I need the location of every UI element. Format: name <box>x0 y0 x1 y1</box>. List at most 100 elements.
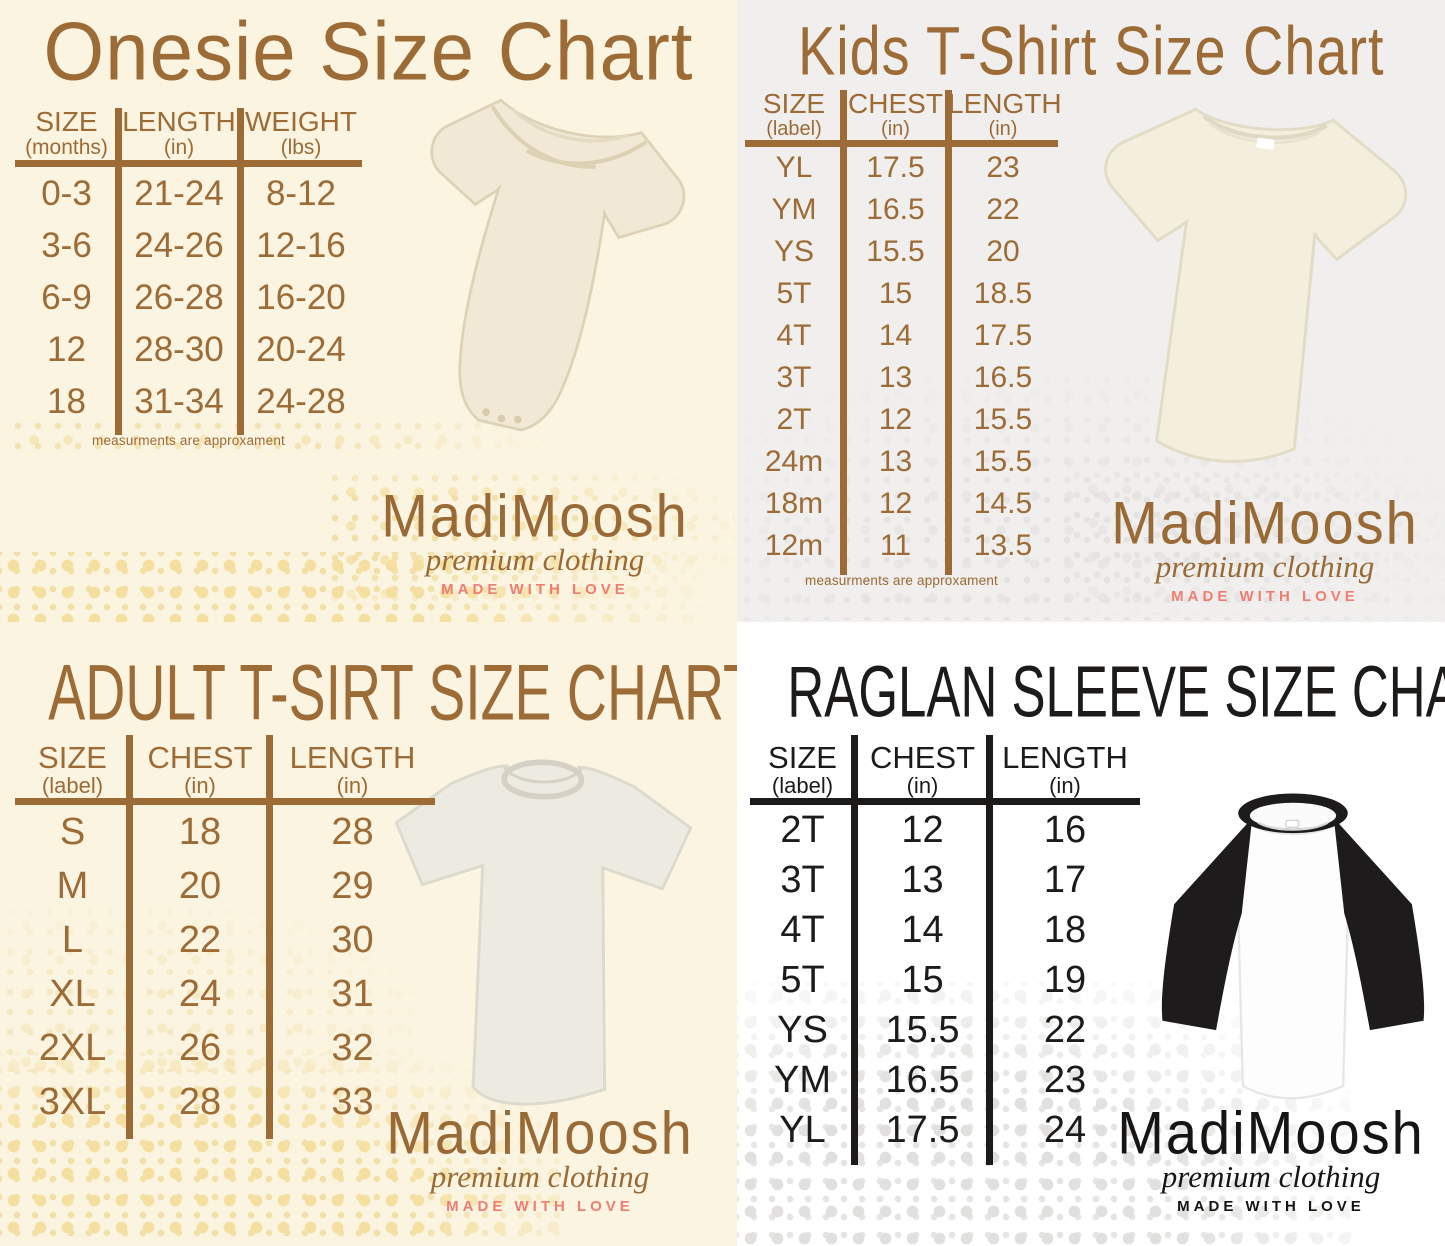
table-row: 3-6 24-26 12-16 <box>15 219 362 271</box>
table-cell: 21-24 <box>134 173 224 213</box>
table-cell: 31-34 <box>134 381 224 421</box>
table-row: YS 15.5 20 <box>745 231 1058 273</box>
table-header-cell: WEIGHT (lbs) <box>245 106 357 160</box>
brand-tagline: premium clothing <box>425 542 645 577</box>
onesie-chart-title: Onesie Size Chart <box>43 4 694 98</box>
table-cell: 14 <box>878 319 913 352</box>
table-cell: 12m <box>764 529 824 562</box>
table-cell: 15.5 <box>866 235 925 268</box>
table-cell: 3T <box>776 361 812 394</box>
table-cell: 3-6 <box>41 225 92 265</box>
table-cell: 5T <box>776 277 812 310</box>
table-cell: 28 <box>178 1081 222 1123</box>
brand-motto: MADE WITH LOVE <box>441 581 629 598</box>
table-cell: 3XL <box>38 1081 107 1123</box>
table-divider <box>840 90 847 575</box>
table-cell: 2T <box>780 809 825 851</box>
table-cell: 15.5 <box>973 403 1033 436</box>
brand-logo: MadiMoosh premium clothing MADE WITH LOV… <box>350 485 720 598</box>
table-cell: 4T <box>776 319 812 352</box>
table-cell: YM <box>774 1059 831 1101</box>
table-cell: 15 <box>878 277 913 310</box>
table-cell: 13.5 <box>973 529 1033 562</box>
brand-name: MadiMoosh <box>1111 488 1419 557</box>
table-cell: 15.5 <box>973 445 1033 478</box>
table-cell: 12 <box>901 809 944 851</box>
table-row: XL 24 31 <box>15 967 435 1021</box>
table-cell: 29 <box>331 865 374 907</box>
table-cell: 20-24 <box>256 329 346 369</box>
table-cell: 18.5 <box>973 277 1033 310</box>
table-cell: 2T <box>776 403 812 436</box>
table-header-rule <box>750 798 1140 805</box>
table-row: 2T 12 16 <box>750 805 1140 855</box>
table-row: YM 16.5 23 <box>750 1055 1140 1105</box>
table-header-cell: SIZE (label) <box>768 739 837 798</box>
brand-logo: MadiMoosh premium clothing MADE WITH LOV… <box>1085 488 1445 604</box>
table-row: 6-9 26-28 16-20 <box>15 271 362 323</box>
table-cell: 18 <box>178 811 222 853</box>
table-header-rule <box>15 798 435 805</box>
table-cell: 14.5 <box>973 487 1033 520</box>
brand-name: MadiMoosh <box>386 1098 694 1167</box>
raglan-chart-panel: RAGLAN SLEEVE SIZE CHART SIZE (label) <box>737 622 1445 1246</box>
table-cell: 18m <box>764 487 824 520</box>
table-cell: XL <box>49 973 96 1015</box>
adult-tshirt-chart-panel: ADULT T-SIRT SIZE CHART SIZE (label) CHE… <box>0 622 737 1246</box>
table-cell: 16-20 <box>256 277 346 317</box>
table-cell: 3T <box>780 859 825 901</box>
brand-logo: MadiMoosh premium clothing MADE WITH LOV… <box>1097 1102 1445 1215</box>
table-cell: 15.5 <box>885 1009 960 1051</box>
table-header-cell: CHEST (in) <box>147 739 253 798</box>
table-cell: 17.5 <box>866 151 925 184</box>
kids-size-table: SIZE (label) CHEST (in) LENGTH (in) YL 17… <box>745 88 1062 588</box>
table-cell: YL <box>775 151 813 184</box>
table-cell: 12-16 <box>256 225 346 265</box>
table-cell: 12 <box>878 487 913 520</box>
table-row: 2T 12 15.5 <box>745 399 1058 441</box>
table-cell: 24m <box>764 445 824 478</box>
table-cell: 26-28 <box>134 277 224 317</box>
table-cell: 23 <box>1043 1059 1087 1101</box>
table-cell: 28 <box>331 811 374 853</box>
table-cell: S <box>59 811 86 853</box>
table-divider <box>986 735 993 1165</box>
measurement-note: measurments are approxament <box>92 433 285 448</box>
brand-tagline: premium clothing <box>1161 1159 1381 1194</box>
kids-tshirt-chart-panel: Kids T-Shirt Size Chart SIZE (label) CHE… <box>737 0 1445 622</box>
table-cell: YS <box>773 235 815 268</box>
table-divider <box>126 735 133 1139</box>
table-row: 3T 13 17 <box>750 855 1140 905</box>
table-header-row: SIZE (label) CHEST (in) LENGTH (in) <box>745 88 1062 141</box>
onesie-photo <box>311 47 737 526</box>
table-header-rule <box>745 140 1058 147</box>
table-header-rule <box>15 160 362 167</box>
brand-logo: MadiMoosh premium clothing MADE WITH LOV… <box>355 1098 725 1214</box>
raglan-shirt-photo <box>1137 776 1445 1114</box>
table-cell: 28-30 <box>134 329 224 369</box>
raglan-chart-title: RAGLAN SLEEVE SIZE CHART <box>787 651 1445 733</box>
table-cell: 22 <box>1043 1009 1087 1051</box>
table-header-row: SIZE (months) LENGTH (in) WEIGHT (lbs) <box>15 108 362 160</box>
table-row: 0-3 21-24 8-12 <box>15 167 362 219</box>
table-body: 0-3 21-24 8-12 3-6 24-26 12-16 6-9 26-28 16-20 12… <box>15 167 362 427</box>
table-header-cell: CHEST (in) <box>848 88 943 141</box>
table-cell: 17 <box>1043 859 1087 901</box>
table-row: 4T 14 18 <box>750 905 1140 955</box>
table-header-cell: LENGTH (in) <box>948 88 1062 141</box>
onesie-chart-panel: Onesie Size Chart SIZE (months) <box>0 0 737 622</box>
table-cell: 32 <box>331 1027 374 1069</box>
table-cell: 24-28 <box>256 381 346 421</box>
table-cell: 16 <box>1043 809 1087 851</box>
table-cell: 26 <box>178 1027 222 1069</box>
table-divider <box>237 108 244 435</box>
table-header-cell: CHEST (in) <box>869 739 976 798</box>
table-cell: YM <box>771 193 817 226</box>
table-header-cell: LENGTH (in) <box>1002 739 1128 798</box>
brand-motto: MADE WITH LOVE <box>1177 1198 1365 1215</box>
table-cell: YL <box>779 1109 826 1151</box>
table-row: 3T 13 16.5 <box>745 357 1058 399</box>
brand-tagline: premium clothing <box>1155 549 1375 584</box>
table-cell: 17.5 <box>973 319 1033 352</box>
table-cell: 11 <box>879 529 912 562</box>
